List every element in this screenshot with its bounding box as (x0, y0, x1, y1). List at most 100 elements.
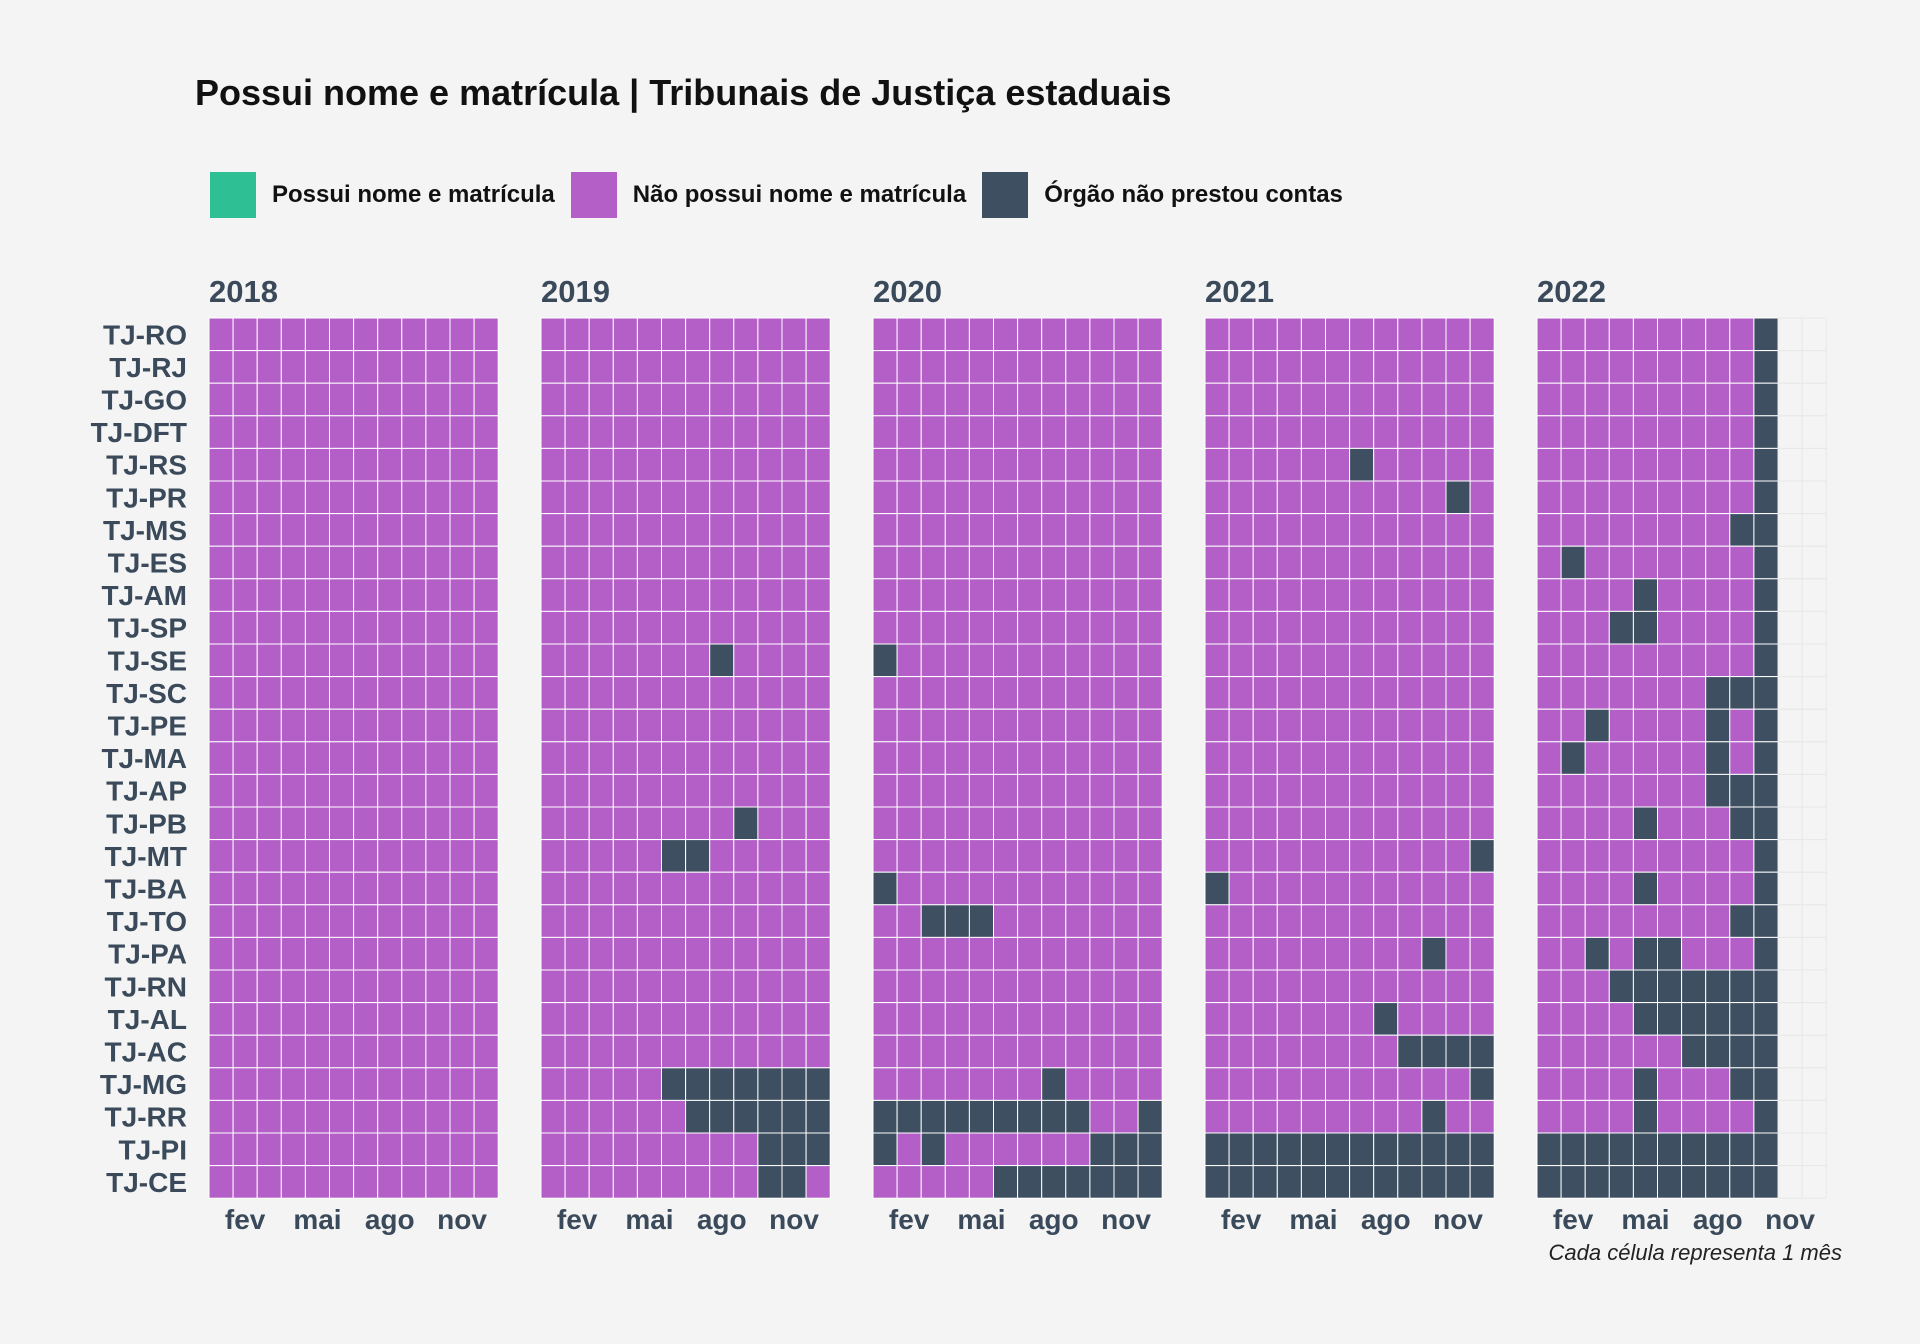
heatmap-cell (1536, 578, 1562, 612)
heatmap-cell (377, 773, 403, 808)
heatmap-cell (1017, 513, 1043, 547)
heatmap-cell (636, 350, 663, 384)
heatmap-cell (1584, 904, 1610, 938)
heatmap-cell (896, 1034, 922, 1069)
heatmap-cell (1228, 447, 1254, 482)
heatmap-cell (449, 545, 475, 580)
heatmap-cell (1113, 676, 1139, 710)
heatmap-cell (1228, 610, 1254, 645)
heatmap-cell (920, 904, 946, 938)
heatmap-cell (1536, 1099, 1562, 1134)
heatmap-cell (733, 578, 759, 612)
heatmap-cell (993, 1165, 1019, 1199)
heatmap-cell (304, 969, 330, 1004)
heatmap-cell (1204, 1034, 1230, 1069)
heatmap-cell (304, 643, 330, 678)
heatmap-cell (944, 643, 970, 678)
x-tick-label: mai (957, 1204, 1005, 1235)
heatmap-cell (564, 578, 590, 612)
heatmap-cell (329, 708, 355, 743)
x-tick-label: nov (1433, 1204, 1483, 1235)
heatmap-cell (1397, 1067, 1423, 1101)
heatmap-cell (872, 350, 898, 384)
heatmap-cell (425, 545, 451, 580)
heatmap-cell (473, 708, 499, 743)
heatmap-cell (1560, 447, 1586, 482)
heatmap-cell (1705, 904, 1731, 938)
heatmap-cell (1065, 317, 1091, 352)
heatmap-cell (256, 643, 282, 678)
heatmap-cell (329, 676, 355, 710)
heatmap-cell (1089, 578, 1115, 612)
heatmap-cell (872, 513, 898, 547)
heatmap-cell (256, 1034, 282, 1069)
heatmap-cell-empty (1801, 1132, 1827, 1167)
heatmap-cell (1584, 643, 1610, 678)
heatmap-cell (1349, 643, 1375, 678)
heatmap-cell (968, 317, 995, 352)
heatmap-cell (1421, 610, 1447, 645)
heatmap-cell (1252, 904, 1278, 938)
heatmap-cell (612, 741, 638, 775)
heatmap-cell (401, 1034, 427, 1069)
heatmap-cell (944, 773, 970, 808)
heatmap-cell (1705, 513, 1731, 547)
heatmap-cell (1113, 578, 1139, 612)
heatmap-cell (1137, 741, 1163, 775)
heatmap-cell (1397, 1002, 1423, 1036)
heatmap-cell (208, 904, 234, 938)
heatmap-cell (661, 1099, 687, 1134)
heatmap-cell (733, 1132, 759, 1167)
heatmap-cell (661, 350, 687, 384)
heatmap-cell (304, 936, 330, 971)
heatmap-cell (1041, 676, 1067, 710)
heatmap-cell (1632, 741, 1659, 775)
heatmap-cell (1228, 1002, 1254, 1036)
heatmap-cell (781, 936, 807, 971)
heatmap-cell (1137, 969, 1163, 1004)
heatmap-cell (733, 1099, 759, 1134)
heatmap-cell (993, 1034, 1019, 1069)
heatmap-cell (1753, 839, 1779, 873)
heatmap-cell (1397, 578, 1423, 612)
heatmap-cell (757, 578, 783, 612)
x-tick-label: ago (1361, 1204, 1411, 1235)
heatmap-cell (896, 1067, 922, 1101)
heatmap-cell (1017, 1165, 1043, 1199)
heatmap-cell (944, 871, 970, 906)
heatmap-cell (872, 1067, 898, 1101)
heatmap-cell (612, 480, 638, 515)
heatmap-cell (232, 1132, 258, 1167)
heatmap-cell (733, 969, 759, 1004)
heatmap-cell (1137, 1132, 1163, 1167)
heatmap-cell-empty (1801, 350, 1827, 384)
heatmap-cell (1349, 1034, 1375, 1069)
heatmap-cell (1705, 1067, 1731, 1101)
heatmap-cell (1632, 317, 1659, 352)
heatmap-cell (208, 676, 234, 710)
heatmap-cell (1252, 480, 1278, 515)
heatmap-cell (401, 904, 427, 938)
heatmap-cell (944, 708, 970, 743)
heatmap-cell (1445, 1002, 1471, 1036)
heatmap-cell (1560, 317, 1586, 352)
heatmap-cell (896, 1132, 922, 1167)
heatmap-cell (612, 806, 638, 841)
heatmap-cell (353, 447, 379, 482)
x-tick-label: ago (697, 1204, 747, 1235)
heatmap-cell (1113, 415, 1139, 449)
heatmap-cell (1445, 382, 1471, 417)
heatmap-cell (872, 839, 898, 873)
heatmap-cell (1536, 610, 1562, 645)
heatmap-cell (1469, 871, 1495, 906)
heatmap-cell (896, 969, 922, 1004)
heatmap-cell (425, 676, 451, 710)
heatmap-cell (1113, 1099, 1139, 1134)
heatmap-cell (1228, 1132, 1254, 1167)
heatmap-cell (256, 447, 282, 482)
heatmap-cell (1041, 741, 1067, 775)
heatmap-cell (1252, 839, 1278, 873)
heatmap-cell (1373, 545, 1399, 580)
heatmap-cell (612, 1067, 638, 1101)
heatmap-cell-empty (1777, 1132, 1803, 1167)
